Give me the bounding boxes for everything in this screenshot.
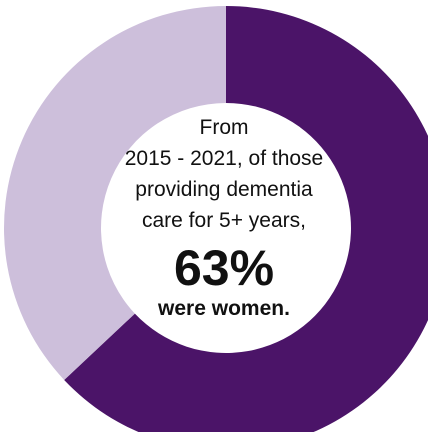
- percentage-value: 63%: [173, 240, 275, 296]
- caption-line-4: care for 5+ years,: [142, 209, 306, 232]
- percentage-caption: were women.: [158, 297, 290, 320]
- caption-line-3: providing dementia: [135, 178, 313, 201]
- caption-line-1: From: [199, 116, 249, 139]
- caption-line-2: 2015 - 2021, of those: [124, 147, 324, 170]
- center-annotation: From 2015 - 2021, of those providing dem…: [114, 112, 334, 322]
- donut-slice-1: [64, 6, 428, 432]
- donut-slice-2: [4, 6, 227, 380]
